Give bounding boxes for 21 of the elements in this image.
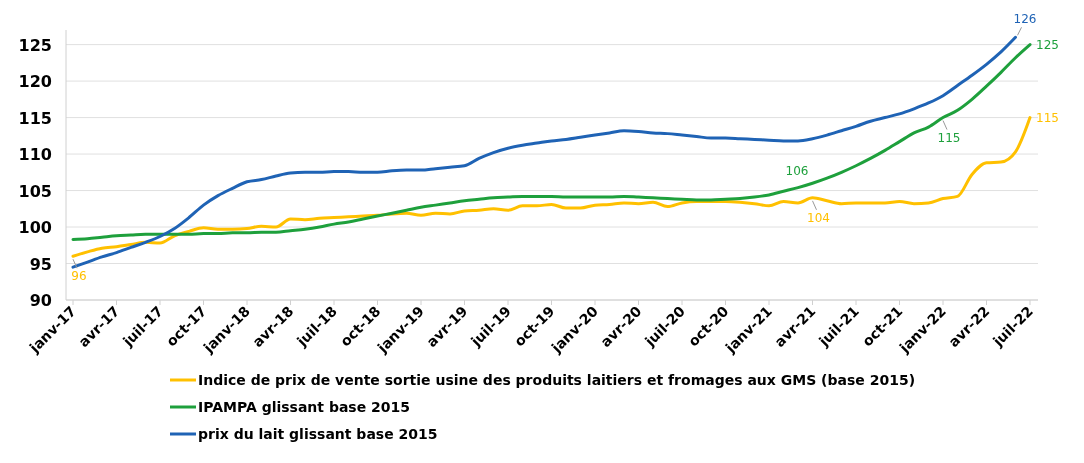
y-tick-label: 120: [18, 72, 52, 92]
data-label: 106: [785, 164, 809, 179]
y-tick-label: 100: [18, 218, 52, 238]
legend-label: prix du lait glissant base 2015: [198, 426, 438, 442]
data-label: 126: [1013, 12, 1037, 27]
line-series: [71, 116, 1032, 258]
y-tick-label: 105: [18, 181, 52, 201]
y-tick-label: 125: [18, 35, 52, 55]
line-series: [71, 35, 1017, 269]
data-label: 125: [1036, 37, 1059, 52]
legend-label: Indice de prix de vente sortie usine des produits laitiers et fromages aux GMS (base 2015): [198, 372, 916, 388]
y-tick-label: 90: [29, 291, 52, 310]
legend-label: IPAMPA glissant base 2015: [198, 399, 411, 415]
data-label: 104: [807, 210, 830, 225]
line-series: [71, 43, 1032, 241]
data-label: 96: [71, 269, 87, 284]
data-label: 115: [937, 130, 961, 145]
y-tick-label: 110: [18, 145, 52, 165]
y-tick-label: 95: [29, 254, 52, 274]
y-tick-label: 115: [18, 108, 52, 128]
data-label: 115: [1036, 110, 1059, 125]
